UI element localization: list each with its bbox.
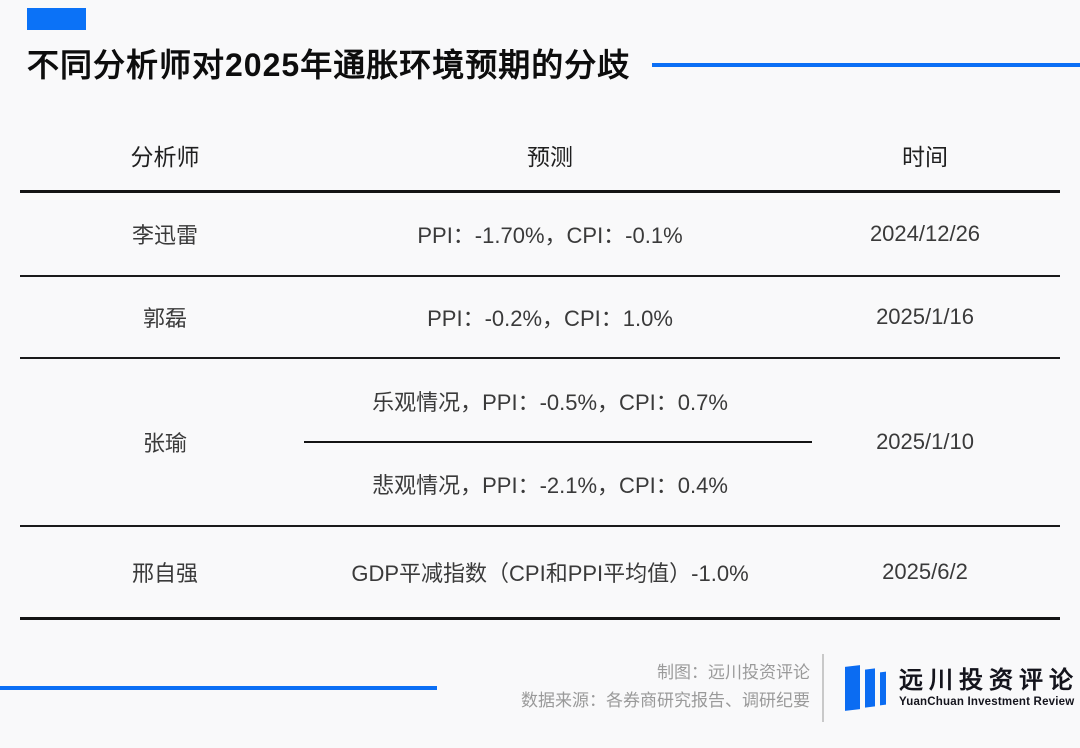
credit-maker: 制图：远川投资评论 xyxy=(657,663,810,682)
title-rule-line xyxy=(652,63,1080,68)
analyst-cell: 邢自强 xyxy=(131,561,198,586)
date-cell: 2025/6/2 xyxy=(882,559,968,584)
credit-source: 数据来源：各券商研究报告、调研纪要 xyxy=(521,691,810,710)
table-row-xingziqiang: 邢自强 GDP平减指数（CPI和PPI平均值）-1.0% 2025/6/2 xyxy=(20,527,1060,620)
logo-text: 远川投资评论 YuanChuan Investment Review xyxy=(899,666,1079,709)
logo-name-cn: 远川投资评论 xyxy=(899,666,1079,694)
top-accent-bar xyxy=(27,8,86,30)
analyst-cell: 李迅雷 xyxy=(131,223,198,248)
column-header-forecast: 预测 xyxy=(527,144,573,170)
table-row-lixunlei: 李迅雷 PPI：-1.70%，CPI：-0.1% 2024/12/26 xyxy=(20,193,1060,277)
credits-block: 制图：远川投资评论 数据来源：各券商研究报告、调研纪要 xyxy=(370,659,810,715)
brand-logo: 远川投资评论 YuanChuan Investment Review xyxy=(845,663,1079,713)
logo-bar-icon xyxy=(865,668,875,708)
forecast-cell: PPI：-1.70%，CPI：-0.1% xyxy=(417,223,683,248)
analyst-cell: 郭磊 xyxy=(142,306,187,331)
date-cell: 2025/1/10 xyxy=(876,429,974,454)
date-cell: 2025/1/16 xyxy=(876,304,974,329)
logo-name-en: YuanChuan Investment Review xyxy=(899,696,1075,709)
footer-divider xyxy=(822,654,824,722)
forecast-cell-pessimistic: 悲观情况，PPI：-2.1%，CPI：0.4% xyxy=(372,472,728,498)
bottom-accent-line xyxy=(0,686,437,690)
column-header-analyst: 分析师 xyxy=(130,144,200,170)
date-cell: 2024/12/26 xyxy=(869,221,981,246)
forecast-cell-optimistic: 乐观情况，PPI：-0.5%，CPI：0.7% xyxy=(372,389,728,415)
analyst-cell: 张瑜 xyxy=(142,431,187,456)
table-row-zhangyu: 张瑜 乐观情况，PPI：-0.5%，CPI：0.7% 悲观情况，PPI：-2.1… xyxy=(20,359,1060,527)
scenario-divider-line xyxy=(304,441,812,443)
column-header-time: 时间 xyxy=(902,144,948,170)
forecast-table: 分析师 预测 时间 李迅雷 PPI：-1.70%，CPI：-0.1% 2024/… xyxy=(20,120,1060,620)
logo-bars-icon xyxy=(845,663,886,713)
title-row: 不同分析师对2025年通胀环境预期的分歧 xyxy=(27,46,1080,84)
logo-bar-icon xyxy=(880,671,886,705)
forecast-cell: PPI：-0.2%，CPI：1.0% xyxy=(427,306,673,331)
table-header-row: 分析师 预测 时间 xyxy=(20,120,1060,193)
table-row-guolei: 郭磊 PPI：-0.2%，CPI：1.0% 2025/1/16 xyxy=(20,277,1060,359)
forecast-cell: GDP平减指数（CPI和PPI平均值）-1.0% xyxy=(351,561,749,586)
page-title: 不同分析师对2025年通胀环境预期的分歧 xyxy=(27,47,631,83)
logo-bar-icon xyxy=(845,665,860,711)
forecast-scenarios: 乐观情况，PPI：-0.5%，CPI：0.7% 悲观情况，PPI：-2.1%，C… xyxy=(310,359,790,525)
